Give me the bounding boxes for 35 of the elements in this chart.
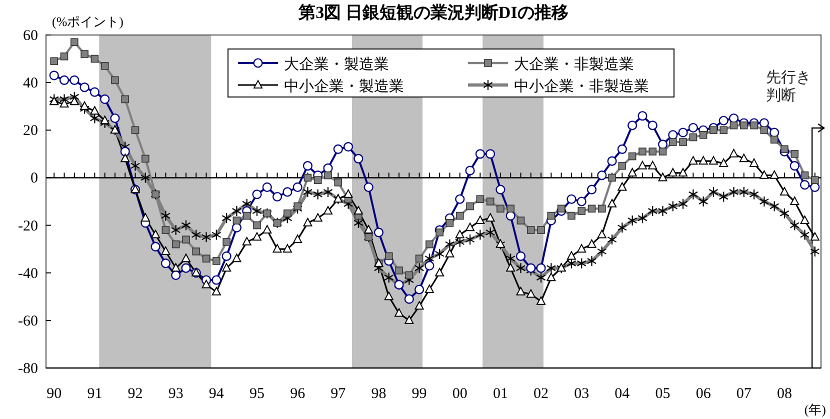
- y-tick-label: -80: [18, 361, 38, 377]
- y-tick-label: 0: [30, 170, 38, 187]
- x-tick-label: 91: [87, 386, 102, 402]
- x-tick-label: 02: [534, 386, 549, 402]
- x-tick-label: 08: [776, 386, 792, 402]
- chart-title: 第3図 日銀短観の業況判断DIの推移: [298, 3, 568, 22]
- y-tick-label: 20: [23, 123, 38, 140]
- x-tick-label: 00: [452, 386, 468, 402]
- x-tick-label: 92: [128, 386, 143, 402]
- ref-line-label: 先行き判断: [766, 69, 812, 104]
- x-tick-label: 07: [736, 386, 752, 402]
- x-tick-label: 98: [371, 386, 386, 402]
- x-tick-label: 94: [208, 386, 224, 402]
- x-tick-label: 99: [412, 386, 427, 402]
- y-tick-label: 60: [23, 28, 38, 44]
- y-tick-label: -40: [18, 266, 38, 282]
- y-tick-label: -20: [18, 218, 38, 234]
- y-tick-label: -60: [18, 313, 38, 330]
- x-tick-label: 96: [290, 386, 306, 402]
- x-axis-title: (年): [804, 402, 826, 417]
- legend-label: 大企業・製造業: [284, 56, 389, 73]
- x-tick-label: 03: [574, 386, 590, 402]
- x-tick-label: 06: [696, 386, 712, 402]
- legend-label: 大企業・非製造業: [514, 56, 634, 73]
- x-tick-label: 04: [614, 386, 630, 402]
- x-tick-label: 95: [249, 386, 264, 402]
- y-axis-title: (%ポイント): [52, 14, 124, 29]
- y-tick-label: 40: [23, 76, 38, 92]
- x-tick-label: 90: [46, 386, 62, 402]
- x-tick-label: 93: [168, 386, 184, 402]
- legend-label: 中小企業・製造業: [284, 78, 404, 95]
- legend-label: 中小企業・非製造業: [514, 78, 649, 95]
- x-tick-label: 05: [655, 386, 670, 402]
- x-tick-label: 01: [492, 386, 508, 402]
- x-tick-label: 97: [330, 386, 346, 402]
